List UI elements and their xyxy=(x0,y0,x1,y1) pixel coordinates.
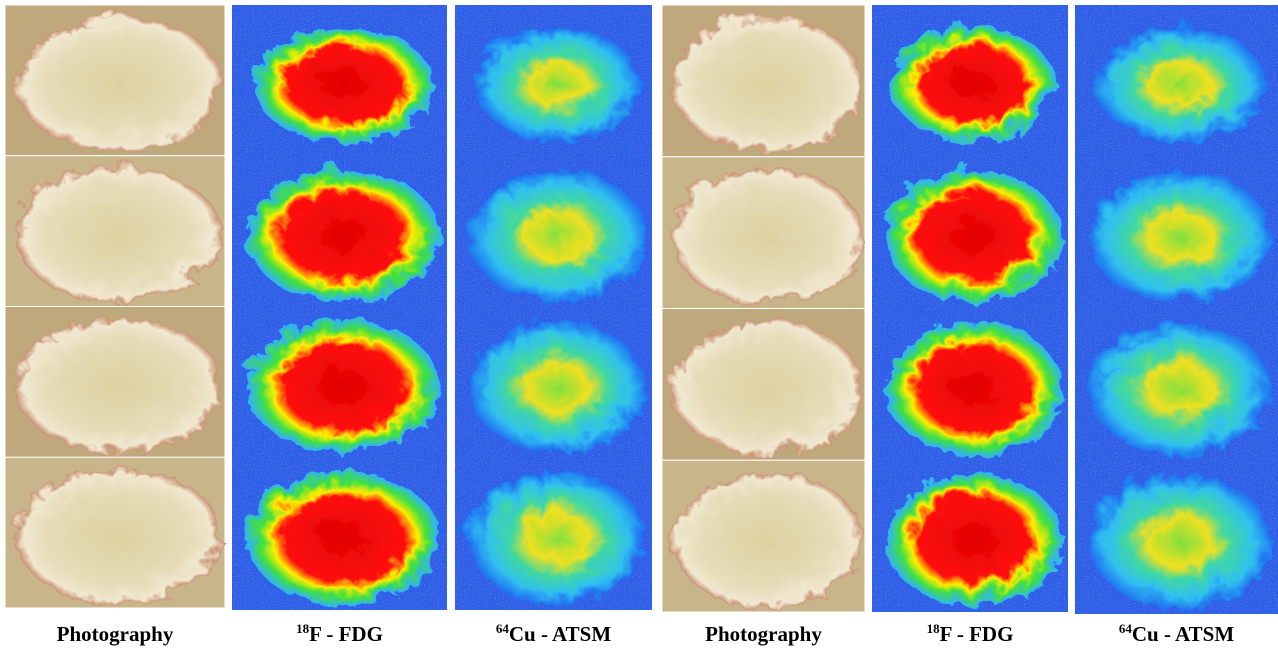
image-column xyxy=(232,5,447,610)
uptake-region xyxy=(882,166,1058,300)
tissue-slice xyxy=(12,13,219,149)
caption: Photography xyxy=(705,622,822,646)
tissue-slice xyxy=(668,13,859,150)
panels xyxy=(5,5,1278,614)
caption: Photography xyxy=(57,622,174,646)
uptake-region xyxy=(1091,23,1262,139)
uptake-region xyxy=(465,317,642,450)
uptake-region xyxy=(243,317,437,450)
uptake-region xyxy=(465,165,642,298)
caption-text: Cu - ATSM xyxy=(1132,622,1234,646)
caption: 18F - FDG xyxy=(296,621,383,646)
image-column xyxy=(872,5,1068,612)
uptake-region xyxy=(882,469,1058,603)
caption-superscript: 18 xyxy=(927,621,941,636)
figure: Photography18F - FDG64Cu - ATSMPhotograp… xyxy=(0,0,1278,649)
uptake-region xyxy=(465,468,642,601)
uptake-region xyxy=(882,318,1058,452)
caption: 64Cu - ATSM xyxy=(1119,621,1234,646)
caption-superscript: 64 xyxy=(496,621,510,636)
caption-superscript: 64 xyxy=(1119,621,1133,636)
caption-text: Photography xyxy=(57,622,174,646)
caption-text: F - FDG xyxy=(940,622,1014,646)
uptake-region xyxy=(249,23,430,138)
tissue-slice xyxy=(668,316,859,453)
tissue-slice xyxy=(668,164,859,301)
uptake-region xyxy=(888,23,1053,138)
image-column xyxy=(662,5,865,612)
uptake-region xyxy=(243,468,437,601)
uptake-region xyxy=(471,23,636,138)
caption-text: Cu - ATSM xyxy=(509,622,611,646)
tissue-slice xyxy=(668,468,859,605)
tissue-slice xyxy=(12,163,219,299)
image-column xyxy=(1075,5,1278,614)
caption: 18F - FDG xyxy=(927,621,1014,646)
caption-text: F - FDG xyxy=(309,622,383,646)
image-column xyxy=(455,5,652,610)
caption-superscript: 18 xyxy=(296,621,310,636)
caption: 64Cu - ATSM xyxy=(496,621,611,646)
tissue-slice xyxy=(12,314,219,450)
caption-text: Photography xyxy=(705,622,822,646)
tissue-slice xyxy=(12,465,219,601)
uptake-region xyxy=(1085,471,1268,605)
image-column xyxy=(5,5,225,608)
uptake-region xyxy=(243,165,437,298)
uptake-region xyxy=(1085,319,1268,453)
uptake-region xyxy=(1085,166,1268,300)
